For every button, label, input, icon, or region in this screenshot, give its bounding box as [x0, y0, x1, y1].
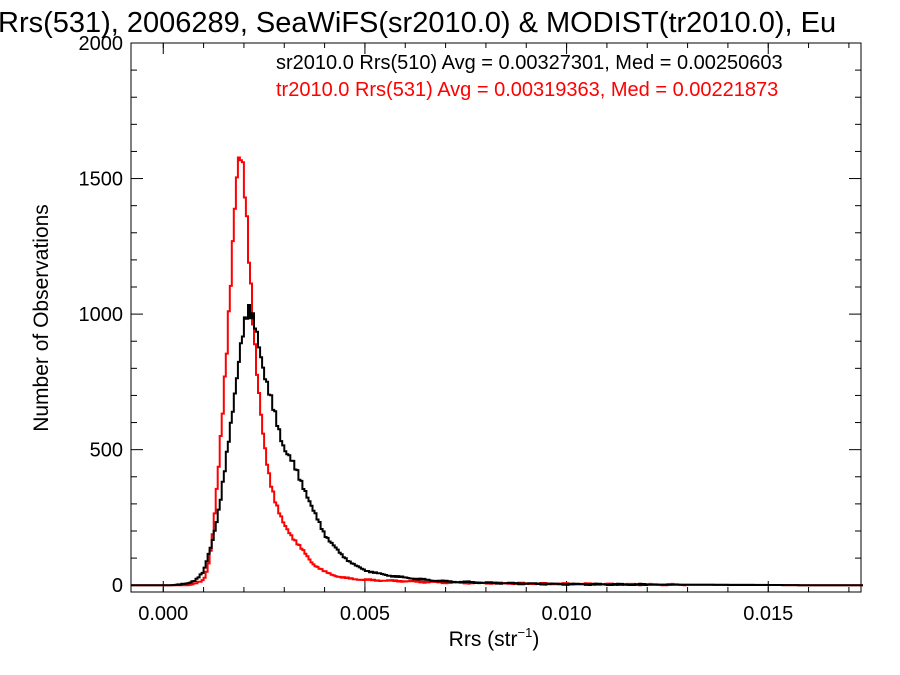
series-sr2010-line: [131, 304, 863, 587]
x-tick-label: 0.005: [340, 603, 390, 625]
x-tick-label: 0.010: [542, 603, 592, 625]
legend: sr2010.0 Rrs(510) Avg = 0.00327301, Med …: [276, 52, 783, 101]
x-tick-label: 0.015: [743, 603, 793, 625]
series-tr2010-line: [131, 156, 863, 587]
y-tick-label: 2000: [79, 33, 124, 55]
legend-entry: sr2010.0 Rrs(510) Avg = 0.00327301, Med …: [276, 52, 783, 74]
y-tick-label: 500: [90, 440, 123, 462]
axis-tick-labels: 0.000 0.005 0.010 0.015 0 500 1000 1500 2000: [79, 33, 794, 625]
chart-title: Rrs(531), 2006289, SeaWiFS(sr2010.0) & M…: [0, 7, 836, 39]
y-tick-label: 1500: [79, 169, 124, 191]
legend-entry: tr2010.0 Rrs(531) Avg = 0.00319363, Med …: [276, 79, 778, 101]
x-axis-label: Rrs (str−1): [449, 625, 540, 651]
y-axis-label: Number of Observations: [30, 204, 53, 432]
series-layer: [131, 156, 863, 587]
axis-ticks: [131, 42, 861, 592]
x-tick-label: 0.000: [138, 603, 188, 625]
y-tick-label: 1000: [79, 304, 124, 326]
plot-frame: [130, 42, 862, 593]
y-tick-label: 0: [112, 575, 123, 597]
